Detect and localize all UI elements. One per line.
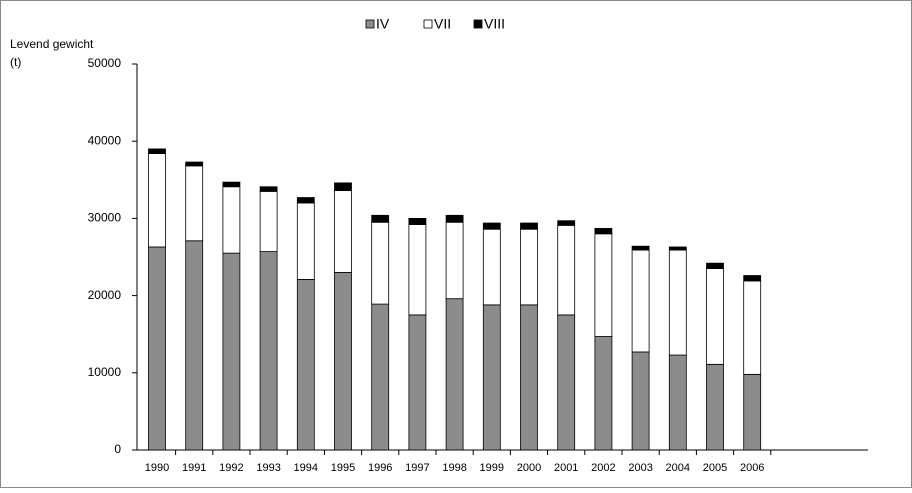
- bar-segment: [594, 228, 613, 235]
- bar-segment: [334, 190, 352, 273]
- x-tick-label: 1999: [480, 462, 504, 474]
- x-tick-label: 2004: [666, 462, 690, 474]
- y-tick-label: 50000: [88, 56, 122, 70]
- legend-swatch: [473, 19, 483, 29]
- bar-segment: [706, 262, 724, 269]
- bar-segment: [520, 228, 538, 306]
- bar-segment: [408, 314, 427, 451]
- x-tick-label: 1994: [294, 462, 318, 474]
- legend-label: VIII: [484, 16, 505, 32]
- bar-segment: [743, 373, 762, 451]
- bar-segment: [185, 165, 204, 242]
- bar-segment: [371, 303, 390, 451]
- x-tick-label: 2006: [740, 462, 764, 474]
- bar-segment: [520, 304, 538, 451]
- bar-segment: [445, 214, 464, 223]
- bar-segment: [594, 233, 613, 337]
- x-tick-label: 2002: [591, 462, 615, 474]
- bar-segment: [408, 217, 427, 225]
- y-tick-label: 0: [114, 442, 121, 456]
- bar-segment: [259, 251, 278, 451]
- y-axis-title: Levend gewicht: [10, 37, 94, 51]
- x-tick-label: 2001: [554, 462, 578, 474]
- x-tick-label: 2005: [703, 462, 727, 474]
- bar-segment: [557, 224, 576, 316]
- bar-segment: [222, 181, 241, 188]
- bar-segment: [482, 304, 501, 451]
- y-tick-label: 20000: [88, 288, 122, 302]
- y-tick-label: 10000: [88, 365, 122, 379]
- bar-segment: [668, 246, 687, 251]
- x-tick-label: 1996: [368, 462, 392, 474]
- x-tick-label: 1993: [256, 462, 280, 474]
- x-tick-label: 1992: [219, 462, 243, 474]
- x-tick-label: 1990: [145, 462, 169, 474]
- bar-segment: [557, 220, 576, 226]
- bar-segment: [706, 363, 724, 451]
- x-tick-label: 1997: [405, 462, 429, 474]
- bar-segment: [148, 148, 166, 154]
- bar-segment: [743, 275, 762, 282]
- bar-segment: [445, 221, 464, 300]
- bar-segment: [668, 249, 687, 356]
- bar-segment: [185, 161, 204, 167]
- bar-segment: [408, 224, 427, 316]
- bar-segment: [296, 278, 315, 451]
- bar-segment: [371, 214, 390, 223]
- y-tick-label: 30000: [88, 211, 122, 225]
- x-tick-label: 1991: [182, 462, 206, 474]
- bar-segment: [557, 314, 576, 451]
- bar-segment: [668, 354, 687, 451]
- x-tick-label: 1998: [442, 462, 466, 474]
- legend-swatch: [423, 19, 433, 29]
- bar-segment: [148, 153, 166, 248]
- bar-segment: [334, 182, 352, 192]
- bar-segment: [259, 186, 278, 192]
- legend-label: VII: [434, 16, 451, 32]
- bar-segment: [222, 252, 241, 451]
- bar-segment: [296, 197, 315, 204]
- x-tick-label: 2000: [517, 462, 541, 474]
- bar-segment: [706, 268, 724, 365]
- bar-segment: [482, 222, 501, 230]
- bar-segment: [185, 240, 204, 451]
- bar-segment: [743, 280, 762, 375]
- bar-segment: [148, 246, 166, 451]
- bar-segment: [631, 351, 650, 451]
- y-axis-title: (t): [10, 55, 21, 69]
- bar-segment: [371, 221, 390, 305]
- bar-segment: [520, 222, 538, 230]
- bar-segment: [222, 186, 241, 254]
- bar-segment: [482, 228, 501, 306]
- bar-segment: [631, 245, 650, 251]
- legend-swatch: [365, 19, 375, 29]
- x-tick-label: 2003: [628, 462, 652, 474]
- y-tick-label: 40000: [88, 133, 122, 147]
- legend-label: IV: [376, 16, 390, 32]
- bar-segment: [631, 249, 650, 353]
- bar-segment: [594, 336, 613, 451]
- bar-segment: [296, 202, 315, 280]
- x-tick-label: 1995: [331, 462, 355, 474]
- bar-segment: [334, 272, 352, 451]
- bar-segment: [445, 298, 464, 451]
- bar-segment: [259, 190, 278, 252]
